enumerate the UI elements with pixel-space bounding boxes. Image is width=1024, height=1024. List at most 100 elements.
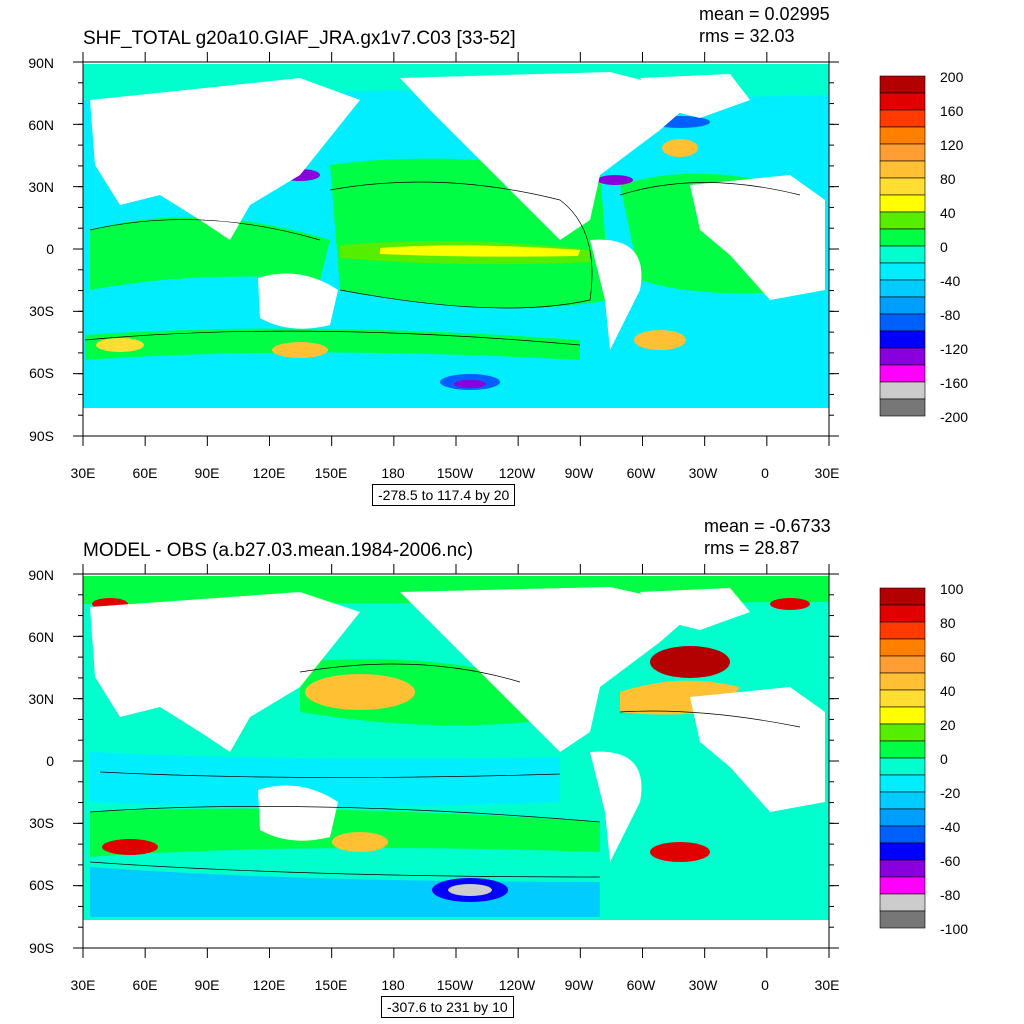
warm-spot [272,342,328,358]
lon-label: 30E [71,977,96,993]
lon-label: 120W [499,977,536,993]
warm-spot [102,839,158,855]
colorbar-swatch [879,791,926,810]
lat-label: 60S [29,877,54,893]
plot-title: SHF_TOTAL g20a10.GIAF_JRA.gx1v7.C03 [33-… [83,28,516,49]
colorbar-swatch [879,638,926,657]
warm-spot [650,842,710,862]
warm-spot [332,832,388,852]
colorbar-label: 40 [940,683,956,699]
lon-label: 60W [627,977,657,993]
cold-spot [454,380,486,388]
colorbar-swatch [879,621,926,640]
colorbar-swatch [879,740,926,759]
contour-line [89,861,601,878]
lon-label: 150E [315,465,348,481]
colorbar-swatch [879,194,926,213]
contour-line [329,181,593,309]
colorbar-label: 0 [940,751,948,767]
colorbar-swatch [879,859,926,878]
lon-label: 90W [565,977,595,993]
colorbar [879,587,926,929]
colorbar-label: -160 [940,375,968,391]
indian-green-region [90,217,330,290]
contour-line [619,710,801,728]
lon-label: 30E [71,465,96,481]
colorbar-label: -100 [940,921,968,937]
map-panel-model-minus-obs: MODEL - OBS (a.b27.03.mean.1984-2006.nc)… [0,512,1024,1024]
axis-ticks [73,564,839,958]
colorbar-label: -80 [940,887,960,903]
contour-line [89,219,321,241]
lon-label: 30W [689,465,719,481]
lat-label: 30N [28,691,54,707]
colorbar-label: 80 [940,171,956,187]
lat-label: 60S [29,365,54,381]
lat-label: 90S [29,428,54,444]
cold-spot [597,175,633,185]
north-america [400,587,700,752]
colorbar-swatch [879,876,926,895]
lat-axis-labels: 90N 60N 30N 0 30S 60S 90S [28,567,54,956]
contour-info-caption: -278.5 to 117.4 by 20 [372,484,516,506]
colorbar-swatch [879,245,926,264]
colorbar-label: 200 [940,69,964,85]
australia [258,785,338,841]
field-shading [83,64,829,436]
africa [690,175,825,300]
colorbar-swatch [879,347,926,366]
cold-spot [448,884,492,896]
lat-label: 0 [46,753,54,769]
lon-label: 120W [499,465,536,481]
colorbar-swatch [879,604,926,623]
lon-axis-labels: 30E 60E 90E 120E 150E 180 150W 120W 90W … [71,465,840,481]
eurasia [90,592,360,752]
colorbar-label: 160 [940,103,964,119]
colorbar-label: 60 [940,649,956,665]
equatorial-core [380,245,580,257]
colorbar-swatch [879,381,926,400]
lon-label: 90E [195,977,220,993]
southern-green-band [85,328,580,360]
colorbar-labels: 100 80 60 40 20 0 -20 -40 -60 -80 -100 [940,581,968,937]
colorbar-swatch [879,842,926,861]
contour-lines [89,663,801,878]
contour-line [99,771,561,778]
colorbar-swatch [879,587,926,606]
colorbar-swatch [879,893,926,912]
lon-label: 0 [761,465,769,481]
colorbar-label: 100 [940,581,964,597]
colorbar-swatch [879,126,926,145]
lon-label: 150W [437,465,474,481]
colorbar-swatch [879,757,926,776]
map-figure: MODEL - OBS (a.b27.03.mean.1984-2006.nc)… [28,516,968,993]
warm-spot [650,646,730,678]
antarctica [83,920,829,948]
lon-label: 120E [253,465,286,481]
colorbar-swatch [879,177,926,196]
lat-axis-labels: 90N 60N 30N 0 30S 60S 90S [28,55,54,444]
colorbar-swatch [879,211,926,230]
tropical-region [90,752,560,807]
lat-label: 30N [28,179,54,195]
lon-label: 30W [689,977,719,993]
lon-label: 120E [253,977,286,993]
colorbar-swatch [879,672,926,691]
colorbar-label: -20 [940,785,960,801]
contour-line [299,663,521,683]
lon-label: 90E [195,465,220,481]
contour-info-caption: -307.6 to 231 by 10 [381,996,514,1018]
colorbar-label: -80 [940,307,960,323]
lat-label: 0 [46,241,54,257]
rms-label: rms = 32.03 [699,26,795,46]
warm-spot [305,674,415,710]
colorbar-swatch [879,723,926,742]
colorbar-swatch [879,262,926,281]
colorbar-swatch [879,689,926,708]
colorbar-swatch [879,296,926,315]
lon-label: 180 [381,977,405,993]
lat-label: 90N [28,567,54,583]
colorbar-labels: 200 160 120 80 40 0 -40 -80 -120 -160 -2… [940,69,968,425]
colorbar-label: -120 [940,341,968,357]
lat-label: 90N [28,55,54,71]
